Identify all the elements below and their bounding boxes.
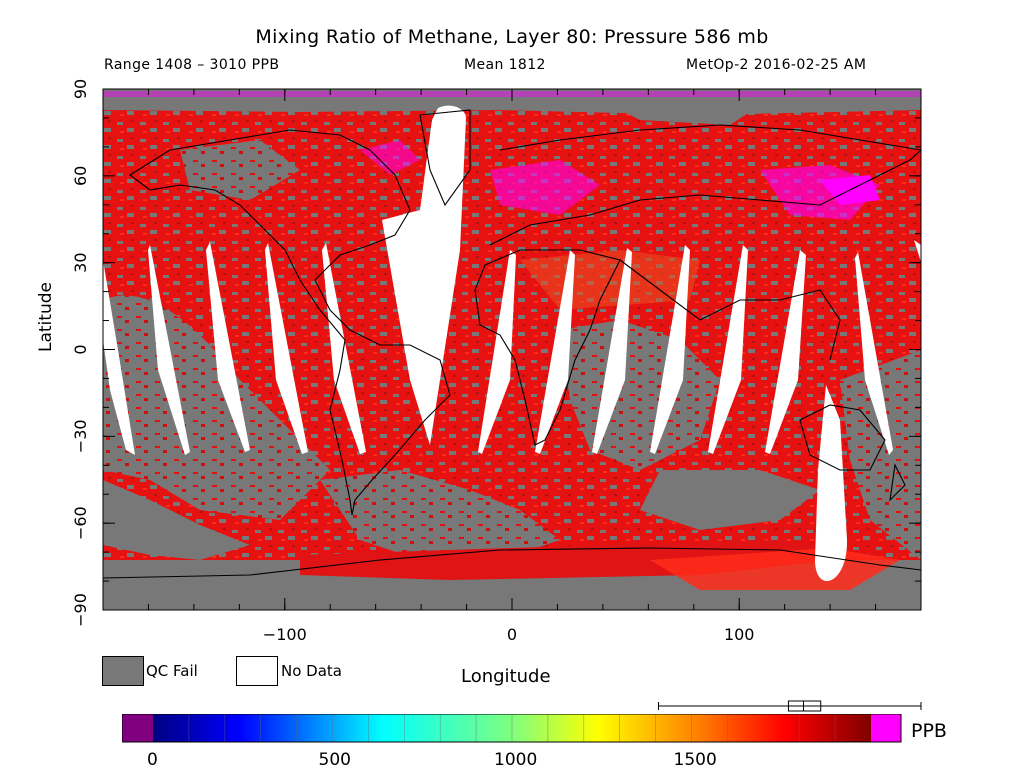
satellite-date-label: MetOp-2 2016-02-25 AM — [686, 57, 867, 73]
qc-fail-label: QC Fail — [146, 662, 198, 680]
x-tick-label: −100 — [263, 625, 307, 644]
y-tick-label: 0 — [71, 344, 90, 354]
x-axis-label: Longitude — [461, 666, 551, 687]
no-data-label: No Data — [281, 662, 342, 680]
y-tick-label: −90 — [71, 593, 90, 627]
map-title: Mixing Ratio of Methane, Layer 80: Press… — [255, 26, 769, 48]
colorbar-tick-label: 1500 — [673, 750, 717, 770]
colorbar-under — [122, 714, 153, 742]
range-label: Range 1408 – 3010 PPB — [104, 57, 280, 73]
y-tick-label: −60 — [71, 506, 90, 540]
colorbar-tick-label: 500 — [318, 750, 351, 770]
colorbar — [122, 714, 902, 743]
x-tick-label: 100 — [724, 625, 755, 644]
colorbar-tick-label: 0 — [147, 750, 158, 770]
data-field — [103, 89, 921, 610]
y-tick-label: 60 — [71, 166, 90, 186]
colorbar-tick-label: 1000 — [494, 750, 538, 770]
no-data-swatch — [236, 656, 278, 686]
y-tick-label: −30 — [71, 419, 90, 453]
x-tick-label: 0 — [507, 625, 517, 644]
y-tick-label: 90 — [71, 79, 90, 99]
no-data-swaths — [103, 105, 921, 582]
qc-fail-swatch — [102, 656, 144, 686]
colorbar-unit: PPB — [911, 720, 947, 742]
boxplot-box — [787, 700, 822, 712]
axis-ticks — [102, 88, 922, 611]
mean-label: Mean 1812 — [464, 57, 546, 73]
value-boxplot — [657, 700, 922, 712]
y-axis-label: Latitude — [36, 282, 56, 352]
coastlines — [103, 109, 921, 579]
y-tick-label: 30 — [71, 252, 90, 272]
axis-tick-labels: −100 0 100 90 60 30 0 −30 −60 −90 — [71, 79, 754, 644]
colorbar-over — [871, 714, 901, 742]
